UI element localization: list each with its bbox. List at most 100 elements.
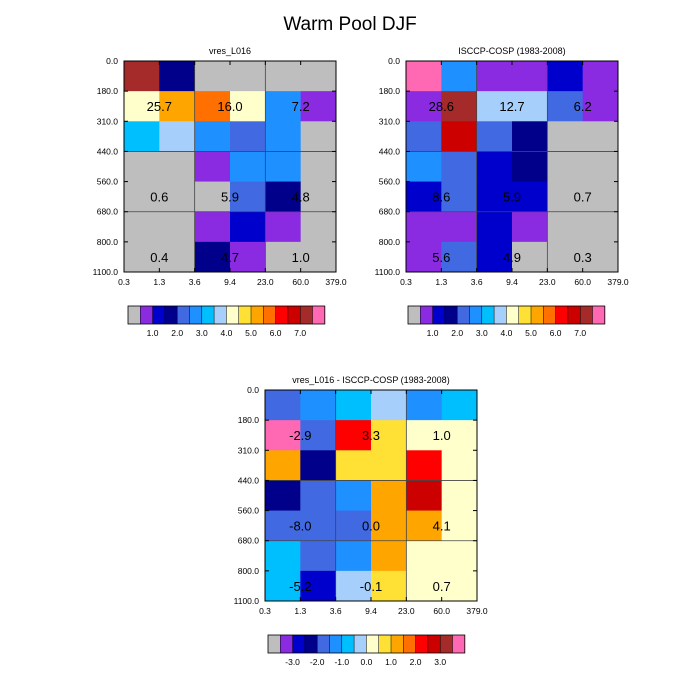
data-label: 28.6 xyxy=(429,99,454,114)
colorbar-swatch xyxy=(531,306,544,324)
heatmap-cell xyxy=(159,211,196,243)
heatmap-cell xyxy=(441,241,478,273)
colorbar-swatch xyxy=(494,306,507,324)
heatmap-cell xyxy=(194,211,231,243)
heatmap-panel-2: ISCCP-COSP (1983-2008) 0.3 1.3 3.6 9.4 23.0 60… xyxy=(375,46,629,338)
colorbar-swatch xyxy=(341,635,355,653)
heatmap-cell xyxy=(124,211,160,243)
colorbar-swatch xyxy=(238,306,252,324)
heatmap-cell xyxy=(265,540,301,572)
heatmap-cell xyxy=(547,121,584,152)
colorbar-swatch xyxy=(457,306,470,324)
heatmap-cell xyxy=(124,91,160,122)
colorbar-swatch xyxy=(317,635,330,653)
data-label: 0.4 xyxy=(150,250,168,265)
figure-title: Warm Pool DJF xyxy=(283,14,416,35)
data-label: 1.0 xyxy=(292,250,310,265)
heatmap-cell xyxy=(300,450,337,481)
data-label: 8.6 xyxy=(432,190,450,205)
colorbar-swatch xyxy=(518,306,532,324)
heatmap-cell xyxy=(476,61,513,92)
heatmap-cell xyxy=(265,510,301,542)
colorbar-swatch xyxy=(292,635,306,653)
y-tick-label: 680.0 xyxy=(97,207,119,217)
heatmap-cell xyxy=(124,121,160,152)
heatmap-cell xyxy=(300,91,337,122)
heatmap-cell xyxy=(300,480,337,511)
y-tick-label: 800.0 xyxy=(238,566,260,576)
heatmap-cell xyxy=(547,211,584,243)
colorbar-swatch xyxy=(287,306,301,324)
colorbar-label: 4.0 xyxy=(220,328,232,338)
y-tick-label: 680.0 xyxy=(379,207,401,217)
heatmap-cell xyxy=(300,390,337,421)
heatmap-cell xyxy=(441,480,478,511)
colorbar-swatch xyxy=(403,635,416,653)
colorbar-swatch xyxy=(226,306,239,324)
heatmap-cell xyxy=(547,241,584,273)
heatmap-cell xyxy=(476,121,513,152)
heatmap-cell xyxy=(441,450,478,481)
heatmap-cell xyxy=(265,390,301,421)
colorbar-swatch xyxy=(214,306,227,324)
heatmap-cell xyxy=(512,61,548,92)
colorbar-swatch xyxy=(275,306,289,324)
heatmap-cell xyxy=(230,181,266,213)
heatmap-cell xyxy=(441,91,478,122)
colorbar-swatch xyxy=(251,306,264,324)
heatmap-cell xyxy=(335,420,372,451)
colorbar-label: 3.0 xyxy=(476,328,488,338)
x-tick-label: 60.0 xyxy=(574,277,591,287)
colorbar-swatch xyxy=(415,635,429,653)
y-tick-label: 440.0 xyxy=(379,146,401,156)
heatmap-panel-1: vres_L016 0.3 1.3 3.6 9.4 23.0 60.0 379.0 0.0 180… xyxy=(93,46,347,338)
heatmap-cell xyxy=(441,121,478,152)
data-label: 0.0 xyxy=(362,519,380,534)
heatmap-cell xyxy=(371,480,407,511)
colorbar-label: 5.0 xyxy=(525,328,537,338)
colorbar-swatch xyxy=(177,306,190,324)
heatmap-cell xyxy=(406,510,443,542)
heatmap-cell xyxy=(265,480,301,511)
y-tick-label: 1100.0 xyxy=(375,267,401,277)
heatmap-cell xyxy=(512,211,548,243)
x-tick-label: 379.0 xyxy=(466,606,488,616)
colorbar-swatch xyxy=(444,306,458,324)
heatmap-cell xyxy=(265,570,301,602)
heatmap-cell xyxy=(582,211,619,243)
y-tick-label: 180.0 xyxy=(379,86,401,96)
data-label: 5.6 xyxy=(432,250,450,265)
y-tick-label: 0.0 xyxy=(247,385,259,395)
heatmap-cell xyxy=(582,121,619,152)
data-label: -8.0 xyxy=(289,519,311,534)
heatmap-cell xyxy=(441,211,478,243)
heatmap-cell xyxy=(441,390,478,421)
heatmap-cell xyxy=(194,151,231,182)
heatmap-cell xyxy=(265,151,302,182)
heatmap-cell xyxy=(441,61,478,92)
panels: vres_L016 0.3 1.3 3.6 9.4 23.0 60.0 379.0 0.0 180… xyxy=(93,46,629,667)
colorbar-swatch xyxy=(555,306,569,324)
colorbar-label: 3.0 xyxy=(434,657,446,667)
colorbar-swatch xyxy=(427,635,441,653)
heatmap-cell xyxy=(230,61,266,92)
heatmap-cell xyxy=(476,181,513,213)
panel-title: vres_L016 - ISCCP-COSP (1983-2008) xyxy=(292,375,449,385)
y-tick-label: 1100.0 xyxy=(93,267,119,277)
y-tick-label: 180.0 xyxy=(97,86,119,96)
data-label: -0.1 xyxy=(360,579,382,594)
heatmap-cell xyxy=(547,181,584,213)
heatmap-cell xyxy=(124,61,160,92)
heatmap-cell xyxy=(230,211,266,243)
heatmap-cell xyxy=(265,91,302,122)
colorbar-swatch xyxy=(440,635,453,653)
data-label: 5.9 xyxy=(503,190,521,205)
heatmap-cell xyxy=(406,390,443,421)
colorbar-label: 1.0 xyxy=(427,328,439,338)
heatmap-cell xyxy=(230,91,266,122)
heatmap-cell xyxy=(194,121,231,152)
data-label: 0.7 xyxy=(433,579,451,594)
x-tick-label: 23.0 xyxy=(539,277,556,287)
heatmap-cell xyxy=(547,151,584,182)
x-tick-label: 3.6 xyxy=(330,606,342,616)
